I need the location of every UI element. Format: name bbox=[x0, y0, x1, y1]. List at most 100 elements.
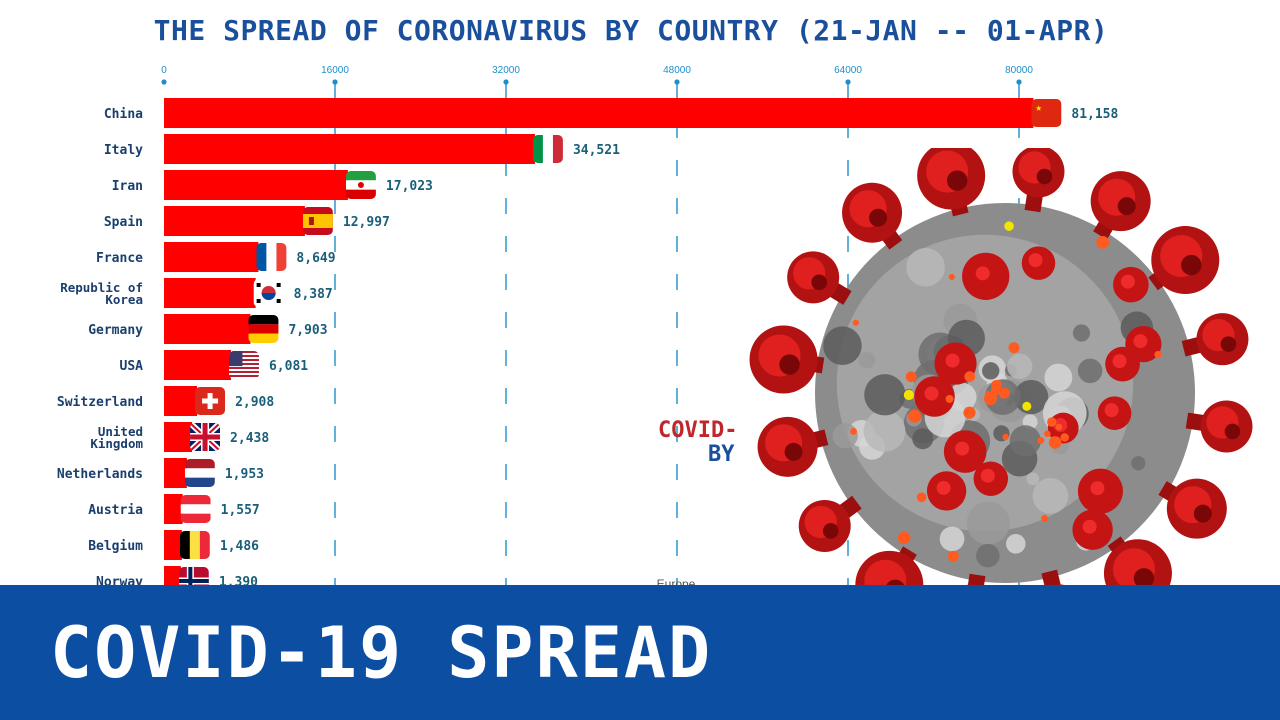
virus-texture bbox=[1005, 534, 1026, 554]
value-label: 1,557 bbox=[221, 503, 260, 518]
france-flag-icon bbox=[256, 243, 287, 271]
virus-dot bbox=[897, 531, 911, 545]
virus-spike-shadow bbox=[784, 442, 803, 461]
virus-texture bbox=[1009, 425, 1041, 457]
category-label: USA bbox=[120, 359, 144, 374]
spain-flag-icon bbox=[302, 207, 333, 235]
virus-texture bbox=[1044, 363, 1073, 392]
value-label: 12,997 bbox=[343, 215, 390, 230]
category-label: Republic of bbox=[60, 280, 143, 295]
svg-text:★: ★ bbox=[1035, 101, 1042, 114]
category-label: Italy bbox=[104, 143, 143, 158]
virus-texture bbox=[948, 382, 977, 412]
virus-texture bbox=[1077, 358, 1103, 384]
tick-dot bbox=[1016, 79, 1022, 85]
category-label: China bbox=[104, 107, 143, 122]
tick-dot bbox=[332, 79, 338, 85]
virus-texture bbox=[982, 362, 1000, 380]
banner-title: COVID-19 SPREAD bbox=[50, 612, 713, 694]
virus-dot bbox=[850, 428, 857, 435]
virus-texture bbox=[939, 526, 965, 552]
bar-france bbox=[164, 242, 259, 272]
category-label: Belgium bbox=[88, 539, 143, 554]
virus-dot bbox=[1002, 433, 1009, 441]
virus-dot bbox=[903, 389, 915, 401]
x-tick-label: 80000 bbox=[1005, 65, 1033, 76]
virus-dot bbox=[1048, 436, 1062, 449]
virus-dot bbox=[1154, 350, 1162, 359]
virus-dot bbox=[1041, 514, 1048, 522]
value-label: 34,521 bbox=[573, 143, 620, 158]
virus-texture bbox=[832, 423, 858, 449]
category-label: United bbox=[98, 424, 143, 439]
austria-flag-icon bbox=[180, 495, 211, 523]
virus-inner-spike-highlight bbox=[1133, 334, 1148, 349]
virus-texture bbox=[912, 428, 934, 450]
category-label: Netherlands bbox=[57, 467, 143, 482]
value-label: 1,953 bbox=[225, 467, 264, 482]
value-label: 7,903 bbox=[288, 323, 327, 338]
virus-inner-spike-highlight bbox=[945, 353, 960, 368]
virus-texture bbox=[1072, 324, 1091, 342]
iran-flag-icon bbox=[345, 171, 376, 199]
bar-united-kingdom bbox=[164, 422, 193, 452]
bottom-banner bbox=[0, 585, 1280, 720]
bar-iran bbox=[164, 170, 348, 200]
virus-dot bbox=[1096, 235, 1110, 249]
virus-inner-spike-highlight bbox=[1082, 519, 1097, 534]
germany-flag-icon bbox=[248, 315, 279, 343]
virus-dot bbox=[945, 395, 954, 403]
virus-inner-spike-highlight bbox=[980, 468, 995, 483]
virus-inner-spike-highlight bbox=[936, 480, 951, 495]
value-label: 17,023 bbox=[386, 179, 433, 194]
virus-dot bbox=[964, 371, 976, 382]
tick-dot bbox=[503, 79, 509, 85]
italy-flag-icon bbox=[532, 135, 563, 163]
virus-dot bbox=[1022, 401, 1032, 411]
virus-inner-spike-highlight bbox=[1090, 481, 1105, 496]
virus-spike-shadow bbox=[1181, 254, 1202, 276]
virus-body-highlight bbox=[836, 234, 1134, 532]
virus-dot bbox=[852, 319, 859, 326]
virus-spike-shadow bbox=[1036, 168, 1053, 185]
virus-spike-shadow bbox=[1193, 504, 1212, 523]
virus-dot bbox=[998, 387, 1010, 399]
coronavirus-illustration bbox=[749, 148, 1253, 645]
virus-dot bbox=[905, 371, 917, 383]
tick-dot bbox=[674, 79, 680, 85]
value-label: 2,438 bbox=[230, 431, 269, 446]
category-label: France bbox=[96, 251, 143, 266]
value-label: 1,486 bbox=[220, 539, 259, 554]
category-label: Switzerland bbox=[57, 395, 143, 410]
virus-spike-shadow bbox=[946, 170, 968, 191]
virus-spike-shadow bbox=[822, 523, 839, 539]
bar-austria bbox=[164, 494, 183, 524]
chart-title: THE SPREAD OF CORONAVIRUS BY COUNTRY (21… bbox=[153, 14, 1109, 47]
virus-dot bbox=[1060, 433, 1069, 442]
value-label: 81,158 bbox=[1071, 107, 1118, 122]
value-label: 6,081 bbox=[269, 359, 308, 374]
bar-republic-of-korea bbox=[164, 278, 256, 308]
switzerland-flag-icon bbox=[195, 387, 226, 415]
virus-dot bbox=[985, 390, 992, 397]
value-label: 2,908 bbox=[235, 395, 274, 410]
virus-inner-spike-highlight bbox=[955, 441, 970, 456]
x-tick-label: 48000 bbox=[663, 65, 691, 76]
virus-dot bbox=[1037, 436, 1045, 444]
bar-usa bbox=[164, 350, 231, 380]
virus-dot bbox=[1055, 423, 1063, 431]
virus-spike-shadow bbox=[1117, 197, 1136, 216]
bar-china bbox=[164, 98, 1034, 128]
virus-texture bbox=[1007, 353, 1033, 379]
virus-texture bbox=[976, 543, 1000, 568]
korea-flag-icon bbox=[253, 279, 284, 307]
virus-spike-shadow bbox=[869, 208, 888, 227]
tick-dot bbox=[161, 79, 167, 85]
category-label: Germany bbox=[88, 323, 143, 338]
virus-texture bbox=[858, 351, 876, 369]
virus-dot bbox=[963, 406, 976, 419]
bar-netherlands bbox=[164, 458, 187, 488]
netherlands-flag-icon bbox=[184, 459, 215, 487]
bar-switzerland bbox=[164, 386, 198, 416]
bar-germany bbox=[164, 314, 251, 344]
